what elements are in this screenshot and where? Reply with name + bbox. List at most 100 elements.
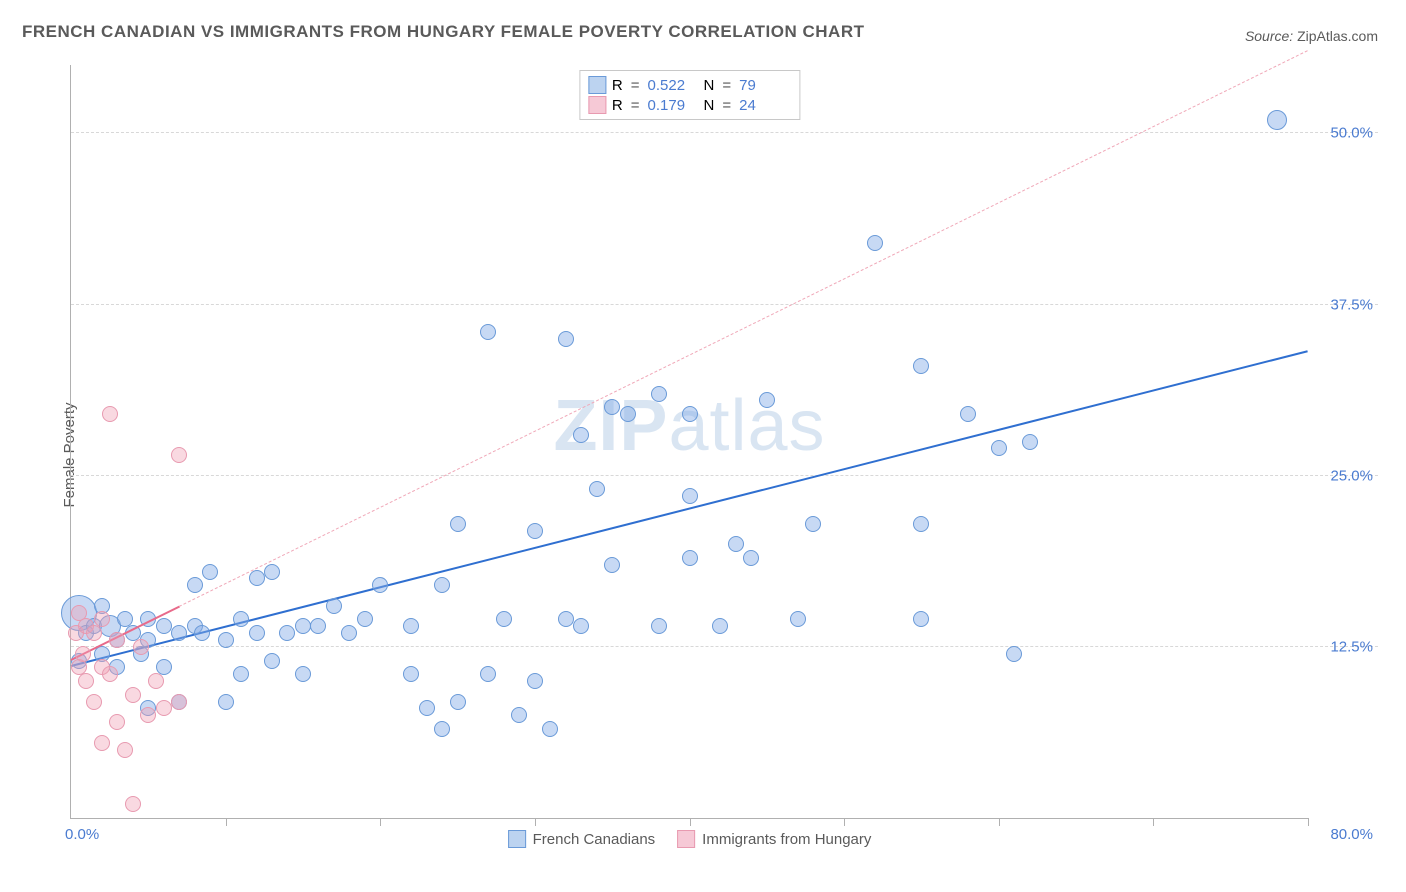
legend-n-label: N (704, 97, 715, 114)
data-point-french (913, 358, 929, 374)
data-point-french (620, 406, 636, 422)
regression-line (71, 351, 1308, 668)
data-point-french (233, 666, 249, 682)
legend-swatch-french (588, 76, 606, 94)
data-point-french (682, 488, 698, 504)
data-point-french (759, 392, 775, 408)
data-point-french (743, 550, 759, 566)
data-point-french (249, 625, 265, 641)
data-point-french (790, 611, 806, 627)
data-point-french (357, 611, 373, 627)
x-tick (999, 818, 1000, 826)
data-point-french (604, 557, 620, 573)
x-axis-origin-label: 0.0% (65, 826, 99, 843)
data-point-french (496, 611, 512, 627)
y-tick-label: 50.0% (1330, 125, 1373, 142)
legend-item-hungary: Immigrants from Hungary (677, 830, 871, 848)
data-point-hungary (125, 796, 141, 812)
chart-container: Female Poverty ZIPatlas R = 0.522 N = 79… (22, 45, 1378, 864)
regression-line-extrapolated (179, 50, 1308, 607)
gridline (71, 646, 1378, 647)
data-point-hungary (86, 625, 102, 641)
data-point-hungary (125, 687, 141, 703)
x-tick (1308, 818, 1309, 826)
data-point-hungary (102, 406, 118, 422)
legend-swatch-hungary (588, 96, 606, 114)
data-point-french (511, 707, 527, 723)
gridline (71, 304, 1378, 305)
data-point-french (991, 440, 1007, 456)
data-point-french (450, 516, 466, 532)
legend-label-french: French Canadians (533, 831, 656, 848)
data-point-hungary (148, 673, 164, 689)
data-point-french (326, 598, 342, 614)
data-point-french (527, 673, 543, 689)
data-point-french (805, 516, 821, 532)
data-point-french (480, 666, 496, 682)
data-point-french (202, 564, 218, 580)
data-point-french (372, 577, 388, 593)
data-point-french (682, 406, 698, 422)
data-point-french (434, 721, 450, 737)
plot-area: ZIPatlas R = 0.522 N = 79 R = 0.179 N = … (70, 65, 1308, 819)
data-point-french (1267, 110, 1287, 130)
data-point-french (295, 618, 311, 634)
data-point-french (573, 427, 589, 443)
data-point-french (558, 611, 574, 627)
y-tick-label: 12.5% (1330, 638, 1373, 655)
data-point-hungary (140, 707, 156, 723)
data-point-hungary (171, 694, 187, 710)
legend-n-value-2: 24 (739, 97, 789, 114)
data-point-french (295, 666, 311, 682)
legend-stats-box: R = 0.522 N = 79 R = 0.179 N = 24 (579, 70, 800, 120)
data-point-french (187, 577, 203, 593)
data-point-hungary (117, 742, 133, 758)
x-tick (844, 818, 845, 826)
x-tick (535, 818, 536, 826)
legend-eq: = (631, 97, 640, 114)
x-tick (1153, 818, 1154, 826)
data-point-french (264, 564, 280, 580)
data-point-french (573, 618, 589, 634)
data-point-french (434, 577, 450, 593)
x-tick (380, 818, 381, 826)
legend-bottom: French Canadians Immigrants from Hungary (508, 830, 872, 848)
data-point-hungary (109, 632, 125, 648)
legend-swatch-french-icon (508, 830, 526, 848)
data-point-hungary (156, 700, 172, 716)
data-point-french (403, 666, 419, 682)
data-point-french (156, 618, 172, 634)
data-point-hungary (171, 447, 187, 463)
legend-label-hungary: Immigrants from Hungary (702, 831, 871, 848)
watermark: ZIPatlas (553, 385, 825, 467)
data-point-french (218, 694, 234, 710)
data-point-french (527, 523, 543, 539)
x-axis-max-label: 80.0% (1330, 826, 1373, 843)
data-point-french (651, 618, 667, 634)
legend-stats-row-1: R = 0.522 N = 79 (588, 75, 789, 95)
source-attribution: Source: ZipAtlas.com (1245, 28, 1378, 44)
x-tick (690, 818, 691, 826)
legend-stats-row-2: R = 0.179 N = 24 (588, 95, 789, 115)
data-point-french (589, 481, 605, 497)
data-point-french (913, 611, 929, 627)
data-point-french (194, 625, 210, 641)
gridline (71, 475, 1378, 476)
legend-eq: = (722, 77, 731, 94)
legend-r-value-1: 0.522 (648, 77, 698, 94)
data-point-hungary (133, 639, 149, 655)
legend-r-value-2: 0.179 (648, 97, 698, 114)
data-point-hungary (94, 735, 110, 751)
data-point-french (450, 694, 466, 710)
data-point-hungary (109, 714, 125, 730)
y-tick-label: 25.0% (1330, 467, 1373, 484)
x-tick (226, 818, 227, 826)
data-point-hungary (94, 611, 110, 627)
data-point-french (960, 406, 976, 422)
data-point-hungary (102, 666, 118, 682)
gridline (71, 132, 1378, 133)
data-point-french (867, 235, 883, 251)
data-point-french (558, 331, 574, 347)
data-point-french (682, 550, 698, 566)
data-point-french (218, 632, 234, 648)
